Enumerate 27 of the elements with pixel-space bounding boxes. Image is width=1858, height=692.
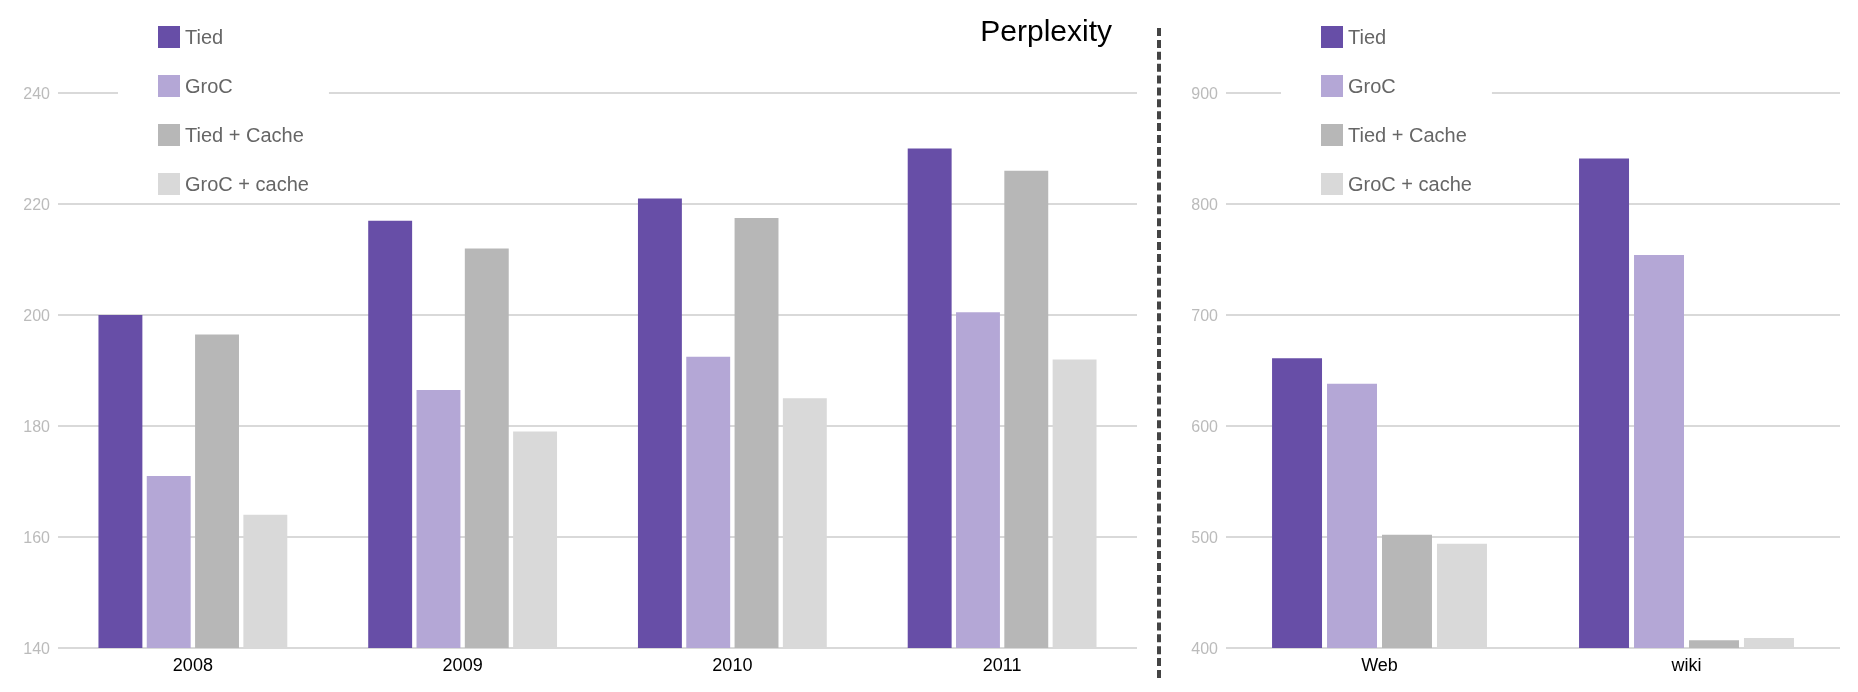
legend-label: GroC (1348, 75, 1396, 97)
legend-label: Tied (1348, 26, 1387, 48)
y-tick-label: 240 (23, 84, 51, 102)
legend-label: Tied + Cache (1348, 124, 1467, 146)
y-tick-label: 400 (1191, 639, 1219, 657)
y-tick-label: 200 (23, 306, 51, 324)
y-tick-label: 500 (1191, 528, 1219, 546)
legend-label: GroC + cache (185, 173, 309, 195)
y-tick-label: 700 (1191, 306, 1219, 324)
y-tick-label: 140 (23, 639, 51, 657)
legend-label: Tied (185, 26, 224, 48)
legend-label: Tied + Cache (185, 124, 304, 146)
legend-label: GroC + cache (1348, 173, 1472, 195)
chart-title: Perplexity (980, 13, 1112, 47)
y-tick-label: 160 (23, 528, 51, 546)
y-tick-label: 800 (1191, 195, 1219, 213)
y-tick-label: 220 (23, 195, 51, 213)
y-tick-label: 600 (1191, 417, 1219, 435)
x-tick-label: 2008 (172, 655, 213, 675)
x-tick-label: wiki (1670, 655, 1702, 675)
y-tick-label: 900 (1191, 84, 1219, 102)
legend-label: GroC (185, 75, 233, 97)
x-tick-label: 2009 (442, 655, 483, 675)
x-tick-label: 2010 (712, 655, 753, 675)
x-tick-label: Web (1361, 655, 1398, 675)
y-tick-label: 180 (23, 417, 51, 435)
x-tick-label: 2011 (982, 655, 1022, 675)
